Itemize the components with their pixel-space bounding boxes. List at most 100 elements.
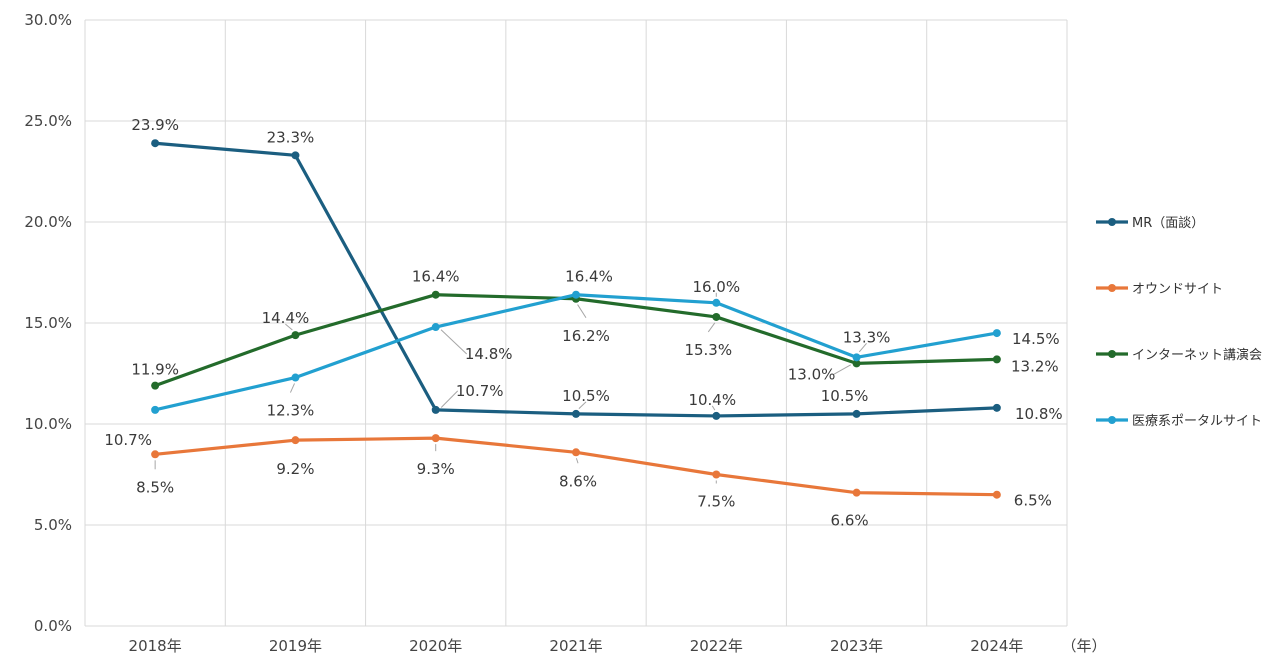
data-point — [852, 353, 861, 362]
data-label: 14.5% — [1012, 330, 1060, 348]
legend-item: オウンドサイト — [1096, 282, 1223, 297]
legend-item: インターネット講演会 — [1096, 347, 1262, 363]
y-tick-label: 5.0% — [34, 516, 72, 534]
data-label: 10.5% — [821, 387, 869, 405]
data-point — [572, 290, 580, 299]
data-point — [852, 359, 861, 368]
x-axis: （年） 2018年 2019年 2020年 2021年 2022年 2023年 2024年 — [129, 637, 1107, 655]
legend-swatch-marker — [1108, 416, 1116, 424]
data-point — [992, 490, 1001, 499]
x-axis-unit-label: （年） — [1061, 637, 1106, 655]
series-group — [151, 290, 1001, 414]
label-leader-line — [285, 323, 293, 331]
data-point — [291, 331, 300, 340]
data-point — [431, 290, 440, 299]
y-axis: 0.0% 5.0% 10.0% 15.0% 20.0% 25.0% 30.0% — [24, 11, 72, 635]
data-label: 13.3% — [843, 328, 891, 346]
label-leader-line — [575, 458, 579, 464]
data-point — [712, 470, 721, 479]
data-label: 6.6% — [831, 512, 869, 530]
data-label: 9.3% — [417, 460, 455, 478]
data-point — [572, 448, 580, 457]
data-label: 10.5% — [562, 387, 610, 405]
x-tick-label: 2022年 — [690, 637, 743, 655]
data-label: 6.5% — [1014, 492, 1052, 510]
y-tick-label: 0.0% — [34, 617, 72, 635]
data-point — [992, 403, 1001, 412]
data-label: 13.0% — [788, 365, 836, 383]
data-point — [712, 411, 721, 420]
data-point — [291, 151, 300, 160]
data-point — [852, 409, 861, 418]
label-leader-line — [833, 364, 851, 375]
series — [151, 139, 1001, 499]
y-tick-label: 25.0% — [24, 112, 72, 130]
data-point — [291, 436, 300, 445]
data-label: 23.9% — [131, 116, 179, 134]
x-tick-label: 2023年 — [830, 637, 883, 655]
data-label: 14.8% — [465, 345, 513, 363]
data-point — [852, 488, 861, 497]
data-point — [431, 405, 440, 414]
series-group — [151, 139, 1001, 420]
data-label: 23.3% — [267, 128, 315, 146]
data-label: 8.5% — [136, 478, 174, 496]
legend-label: オウンドサイト — [1132, 282, 1223, 297]
data-point — [291, 373, 300, 382]
data-label: 10.8% — [1015, 405, 1063, 423]
data-label: 16.0% — [692, 278, 740, 296]
data-label: 8.6% — [559, 472, 597, 490]
data-point — [712, 298, 721, 307]
label-leader-line — [707, 322, 716, 333]
label-leader-line — [440, 329, 468, 355]
y-tick-label: 30.0% — [24, 11, 72, 29]
y-tick-label: 10.0% — [24, 415, 72, 433]
label-leader-line — [858, 343, 867, 353]
data-point — [151, 405, 160, 414]
x-tick-label: 2021年 — [549, 637, 602, 655]
label-leader-line — [577, 304, 587, 319]
data-label: 14.4% — [262, 309, 310, 327]
legend-swatch-marker — [1108, 284, 1116, 292]
data-label: 16.2% — [562, 327, 610, 345]
data-label: 15.3% — [684, 341, 732, 359]
legend-label: MR（面談） — [1132, 215, 1204, 231]
grid — [84, 19, 1068, 627]
legend-swatch-marker — [1108, 218, 1116, 226]
data-label: 16.4% — [412, 268, 460, 286]
data-point — [151, 450, 160, 459]
data-point — [151, 139, 160, 148]
data-point — [151, 381, 160, 390]
legend-label: インターネット講演会 — [1132, 347, 1262, 363]
y-tick-label: 20.0% — [24, 213, 72, 231]
data-point — [431, 323, 440, 332]
legend-label: 医療系ポータルサイト — [1132, 414, 1262, 429]
legend-item: 医療系ポータルサイト — [1096, 414, 1262, 429]
data-point — [712, 312, 721, 321]
data-label: 11.9% — [131, 361, 179, 379]
x-tick-label: 2019年 — [269, 637, 322, 655]
x-tick-label: 2024年 — [970, 637, 1023, 655]
label-leader-line — [578, 401, 587, 410]
data-label: 10.7% — [456, 382, 504, 400]
label-leader-line — [289, 383, 295, 393]
data-label: 13.2% — [1011, 357, 1059, 375]
data-point — [992, 355, 1001, 364]
data-point — [992, 329, 1001, 338]
x-tick-label: 2018年 — [129, 637, 182, 655]
y-tick-label: 15.0% — [24, 314, 72, 332]
label-leader-line — [711, 405, 716, 411]
data-labels: 23.9% 23.3% 10.7% 10.5% 10.4% 10.5% 10.8% 8.5% 9… — [104, 116, 1062, 529]
data-label: 10.4% — [688, 391, 736, 409]
label-leader-line — [440, 390, 459, 408]
data-label: 10.7% — [104, 431, 152, 449]
data-label: 9.2% — [276, 460, 314, 478]
data-label: 12.3% — [267, 402, 315, 420]
data-point — [431, 434, 440, 443]
data-label: 16.4% — [565, 268, 613, 286]
x-tick-label: 2020年 — [409, 637, 462, 655]
data-point — [572, 409, 580, 418]
data-label: 7.5% — [697, 493, 735, 511]
